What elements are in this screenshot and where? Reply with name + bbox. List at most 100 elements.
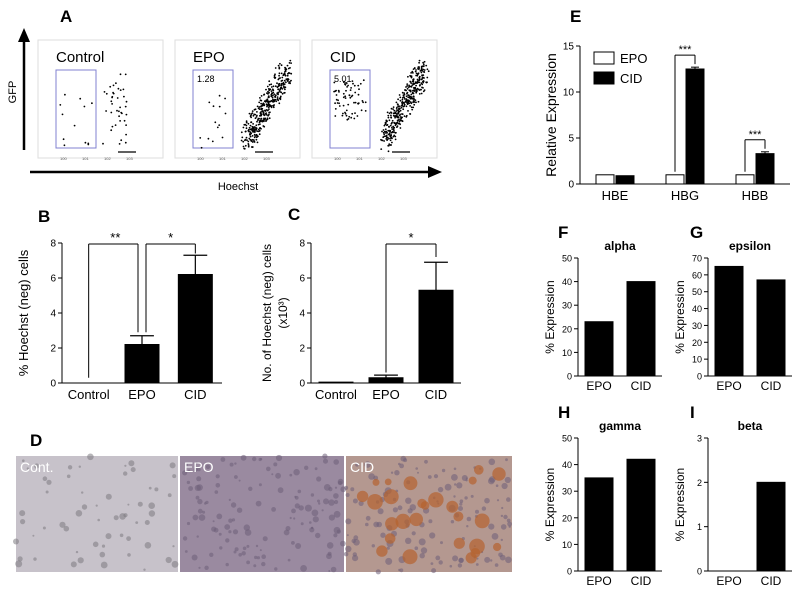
cell [452,555,459,562]
flow-event-dot [249,135,252,138]
flow-event-dot [262,125,265,127]
cell [507,521,512,527]
flow-event-dot [397,105,400,108]
flow-event-dot [271,92,273,95]
flow-gated-dot [364,110,367,112]
flow-event-dot [250,121,252,124]
flow-gated-dot [79,97,82,100]
micrograph-2: CID [343,455,512,575]
flow-event-dot [418,79,420,82]
cell [172,474,177,479]
flow-event-dot [103,91,106,93]
flow-event-dot [414,86,417,89]
cell [275,472,281,479]
x-category-label: HBE [602,188,629,203]
flow-event-dot [407,110,409,112]
flow-event-dot [110,129,113,132]
flow-event-dot [412,68,415,70]
flow-event-dot [383,124,386,127]
flow-gated-dot [347,103,350,106]
flow-tick-label: 101 [82,156,89,161]
cell [253,564,257,568]
cell [196,476,202,482]
flow-event-dot [422,87,424,89]
flow-gated-dot [59,104,62,106]
flow-event-dot [268,111,270,114]
cell [411,531,416,536]
cell [241,551,246,556]
y-tick-label: 40 [562,277,572,287]
flow-plot-label: CID [330,49,356,66]
cell [75,510,83,517]
cell [494,563,499,567]
cell [105,493,112,500]
cell [255,500,262,507]
panel-letter-d: D [30,431,42,450]
flow-event-dot [278,67,281,70]
flow-event-dot [125,124,127,126]
y-tick-label: 40 [692,304,702,314]
flow-event-dot [272,91,275,94]
flow-event-dot [401,113,404,115]
flow-event-dot [390,116,393,119]
flow-event-dot [289,67,291,69]
flow-gated-dot [334,90,337,93]
flow-event-dot [418,75,421,78]
cell [197,498,203,505]
y-axis-title: % Expression [543,280,557,353]
flow-gated-dot [341,114,344,117]
y-tick-label: 2 [697,478,702,488]
cell [195,461,198,465]
bar-cid [177,274,213,384]
flow-event-dot [258,117,260,120]
cell [435,555,441,561]
flow-event-dot [280,64,283,67]
flow-event-dot [397,119,399,122]
flow-event-dot [278,102,281,105]
flow-event-dot [403,103,406,106]
cell [323,498,329,505]
cell [95,504,98,507]
cell [466,516,472,522]
cell [294,495,297,498]
y-axis-title: % Expression [673,468,687,541]
flow-gated-dot [344,83,347,86]
flow-event-dot [273,100,276,103]
cell [353,539,360,546]
flow-event-dot [105,110,107,112]
flow-event-dot [268,80,271,83]
flow-event-dot [423,89,426,91]
flow-event-dot [242,126,245,129]
flow-event-dot [245,136,248,139]
panel-letter-h: H [558,403,570,422]
flow-event-dot [252,114,255,117]
gfp-axis-label: GFP [7,81,19,104]
flow-gated-dot [218,124,221,126]
cell [491,533,499,540]
flow-event-dot [280,72,283,75]
chart-title: gamma [599,419,641,433]
panel-e-chart: 0 5 10 15 Relative Expression HBE HBG HBB EPO CID… [543,42,790,203]
cell [334,486,338,489]
y-tick-label: 4 [50,309,56,320]
flow-event-dot [272,105,275,107]
cell [355,462,359,467]
cell [148,502,155,510]
flow-event-dot [267,104,269,106]
panel-letter-f: F [558,223,568,242]
flow-event-dot [119,106,121,109]
flow-event-dot [415,84,417,87]
cell [19,510,26,517]
flow-gated-dot [364,101,367,104]
cell [124,464,127,467]
cell [154,487,159,492]
cell [451,474,458,481]
cell [258,457,262,462]
cell [394,470,400,476]
flow-event-dot [251,110,254,112]
flow-event-dot [399,109,402,112]
flow-event-dot [246,139,248,142]
flow-event-dot [426,68,429,71]
cell [42,526,46,530]
flow-tick-label: 101 [219,156,226,161]
